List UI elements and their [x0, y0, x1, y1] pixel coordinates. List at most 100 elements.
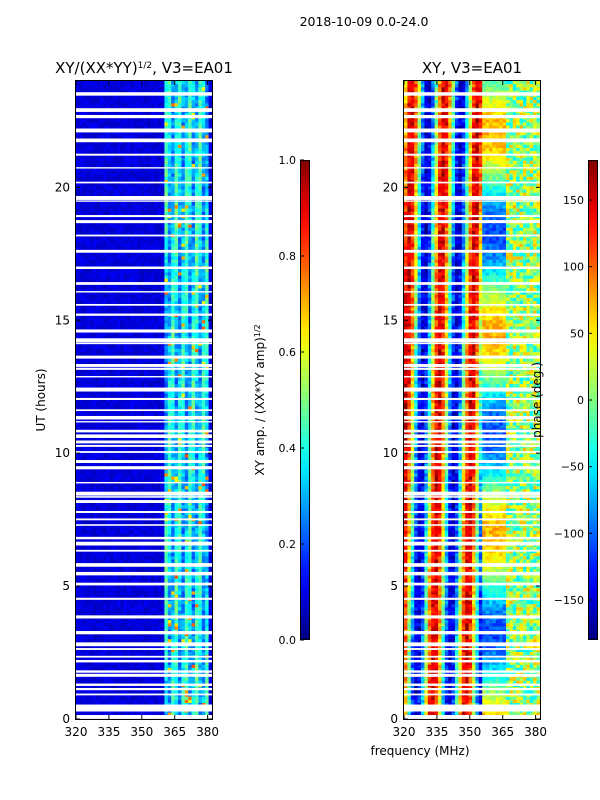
amplitude-cell — [167, 179, 172, 184]
amplitude-cell — [201, 87, 206, 91]
amplitude-cell — [116, 176, 121, 181]
amplitude-cell — [110, 96, 114, 101]
amplitude-cell — [89, 476, 94, 481]
amplitude-cell — [201, 454, 206, 458]
amplitude-cell — [99, 262, 104, 267]
amplitude-cell — [130, 419, 135, 423]
amplitude-cell — [161, 294, 165, 299]
amplitude-cell — [116, 240, 121, 245]
amplitude-cell — [113, 294, 118, 299]
amplitude-cell — [178, 333, 182, 337]
amplitude-cell — [86, 81, 90, 85]
amplitude-cell — [174, 205, 179, 209]
amplitude-cell — [99, 81, 104, 85]
amplitude-cell — [167, 304, 172, 308]
amplitude-cell — [106, 84, 111, 88]
amplitude-cell — [174, 103, 179, 107]
amplitude-cell — [174, 163, 179, 168]
amplitude-cell — [79, 87, 84, 91]
amplitude-cell — [99, 454, 104, 458]
amplitude-cell — [147, 406, 152, 410]
amplitude-cell — [171, 463, 175, 468]
amplitude-cell — [201, 81, 206, 85]
amplitude-cell — [157, 352, 162, 356]
amplitude-cell — [103, 406, 107, 410]
amplitude-cell — [140, 122, 145, 127]
amplitude-cell — [133, 275, 138, 280]
amplitude-cell — [157, 151, 162, 155]
amplitude-cell — [184, 288, 189, 292]
amplitude-cell — [130, 352, 135, 356]
amplitude-cell — [99, 179, 104, 184]
amplitude-cell — [154, 361, 158, 366]
amplitude-cell — [157, 186, 162, 190]
amplitude-cell — [96, 345, 101, 350]
amplitude-cell — [113, 81, 118, 85]
amplitude-cell — [99, 221, 104, 225]
amplitude-cell — [144, 151, 148, 155]
amplitude-cell — [147, 269, 152, 273]
amplitude-cell — [89, 186, 94, 190]
amplitude-cell — [198, 224, 203, 229]
amplitude-cell — [96, 144, 101, 149]
amplitude-cell — [167, 473, 172, 477]
amplitude-cell — [205, 176, 209, 181]
amplitude-cell — [178, 285, 182, 289]
amplitude-cell — [144, 230, 148, 235]
amplitude-cell — [113, 409, 118, 414]
amplitude-cell — [157, 400, 162, 404]
amplitude-cell — [106, 278, 111, 283]
amplitude-cell — [76, 301, 80, 305]
amplitude-cell — [82, 377, 87, 382]
amplitude-cell — [147, 361, 152, 366]
amplitude-cell — [144, 122, 148, 127]
amplitude-cell — [99, 186, 104, 190]
amplitude-cell — [184, 333, 189, 337]
amplitude-cell — [174, 323, 179, 328]
amplitude-cell — [76, 368, 80, 372]
amplitude-cell — [171, 297, 175, 302]
amplitude-cell — [89, 454, 94, 458]
amplitude-cell — [164, 278, 169, 283]
amplitude-cell — [137, 361, 141, 366]
amplitude-cell — [123, 144, 128, 149]
amplitude-cell — [164, 288, 169, 292]
amplitude-cell — [157, 122, 162, 127]
amplitude-cell — [93, 103, 97, 107]
amplitude-cell — [76, 227, 80, 232]
amplitude-cell — [205, 454, 209, 458]
amplitude-cell — [171, 218, 175, 222]
amplitude-cell — [154, 160, 158, 165]
amplitude-cell — [89, 431, 94, 436]
amplitude-cell — [76, 211, 80, 216]
amplitude-cell — [147, 301, 152, 305]
amplitude-cell — [137, 189, 141, 194]
amplitude-cell — [133, 246, 138, 251]
amplitude-cell — [96, 412, 101, 417]
amplitude-cell — [76, 259, 80, 264]
amplitude-cell — [127, 285, 131, 289]
amplitude-cell — [120, 135, 124, 139]
amplitude-cell — [157, 256, 162, 261]
amplitude-cell — [79, 259, 84, 264]
amplitude-cell — [130, 403, 135, 407]
amplitude-cell — [181, 147, 186, 152]
amplitude-cell — [89, 221, 94, 225]
amplitude-cell — [195, 211, 199, 216]
amplitude-cell — [147, 157, 152, 162]
amplitude-cell — [195, 208, 199, 213]
amplitude-cell — [120, 275, 124, 280]
amplitude-cell — [157, 224, 162, 229]
amplitude-cell — [93, 419, 97, 423]
amplitude-cell — [181, 103, 186, 107]
amplitude-cell — [82, 476, 87, 481]
amplitude-cell — [154, 253, 158, 257]
amplitude-cell — [76, 304, 80, 308]
amplitude-cell — [188, 243, 192, 248]
amplitude-cell — [113, 473, 118, 477]
amplitude-cell — [147, 224, 152, 229]
amplitude-cell — [106, 425, 111, 430]
amplitude-cell — [116, 275, 121, 280]
amplitude-cell — [150, 463, 155, 468]
amplitude-cell — [154, 425, 158, 430]
